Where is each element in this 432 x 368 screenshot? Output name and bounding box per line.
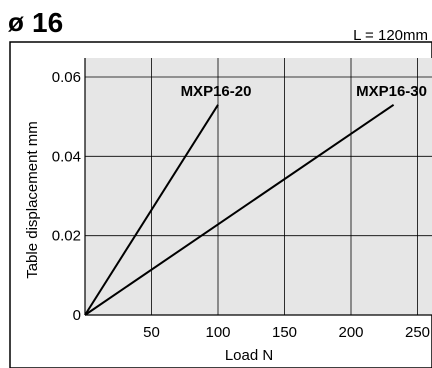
y-tick-label-0: 0 (73, 307, 81, 324)
x-axis-label: Load N (225, 347, 273, 364)
chart-title-symbol: ø (8, 7, 24, 37)
x-tick-label-150: 150 (272, 324, 297, 341)
tick-labels: 50 100 150 200 250 0 0.02 0.04 0.06 (52, 69, 430, 341)
series-label-mxp16-30: MXP16-30 (356, 83, 427, 100)
y-tick-label-0.02: 0.02 (52, 228, 81, 245)
series-line-mxp16-20 (84, 104, 219, 316)
series-line-mxp16-30 (84, 103, 395, 316)
x-tick-label-250: 250 (405, 324, 430, 341)
x-tick-label-100: 100 (205, 324, 230, 341)
series-label-mxp16-20: MXP16-20 (181, 83, 252, 100)
chart-title-value: 16 (32, 7, 63, 38)
chart-subtitle: L = 120mm (353, 27, 428, 44)
y-axis-label: Table displacement mm (24, 121, 41, 279)
x-tick-label-50: 50 (143, 324, 160, 341)
grid (84, 58, 432, 316)
y-tick-label-0.06: 0.06 (52, 69, 81, 86)
series-layer (84, 103, 395, 316)
plot-area (85, 58, 432, 315)
x-tick-label-200: 200 (338, 324, 363, 341)
y-tick-label-0.04: 0.04 (52, 148, 81, 165)
series-labels: MXP16-20 MXP16-30 (181, 83, 427, 100)
